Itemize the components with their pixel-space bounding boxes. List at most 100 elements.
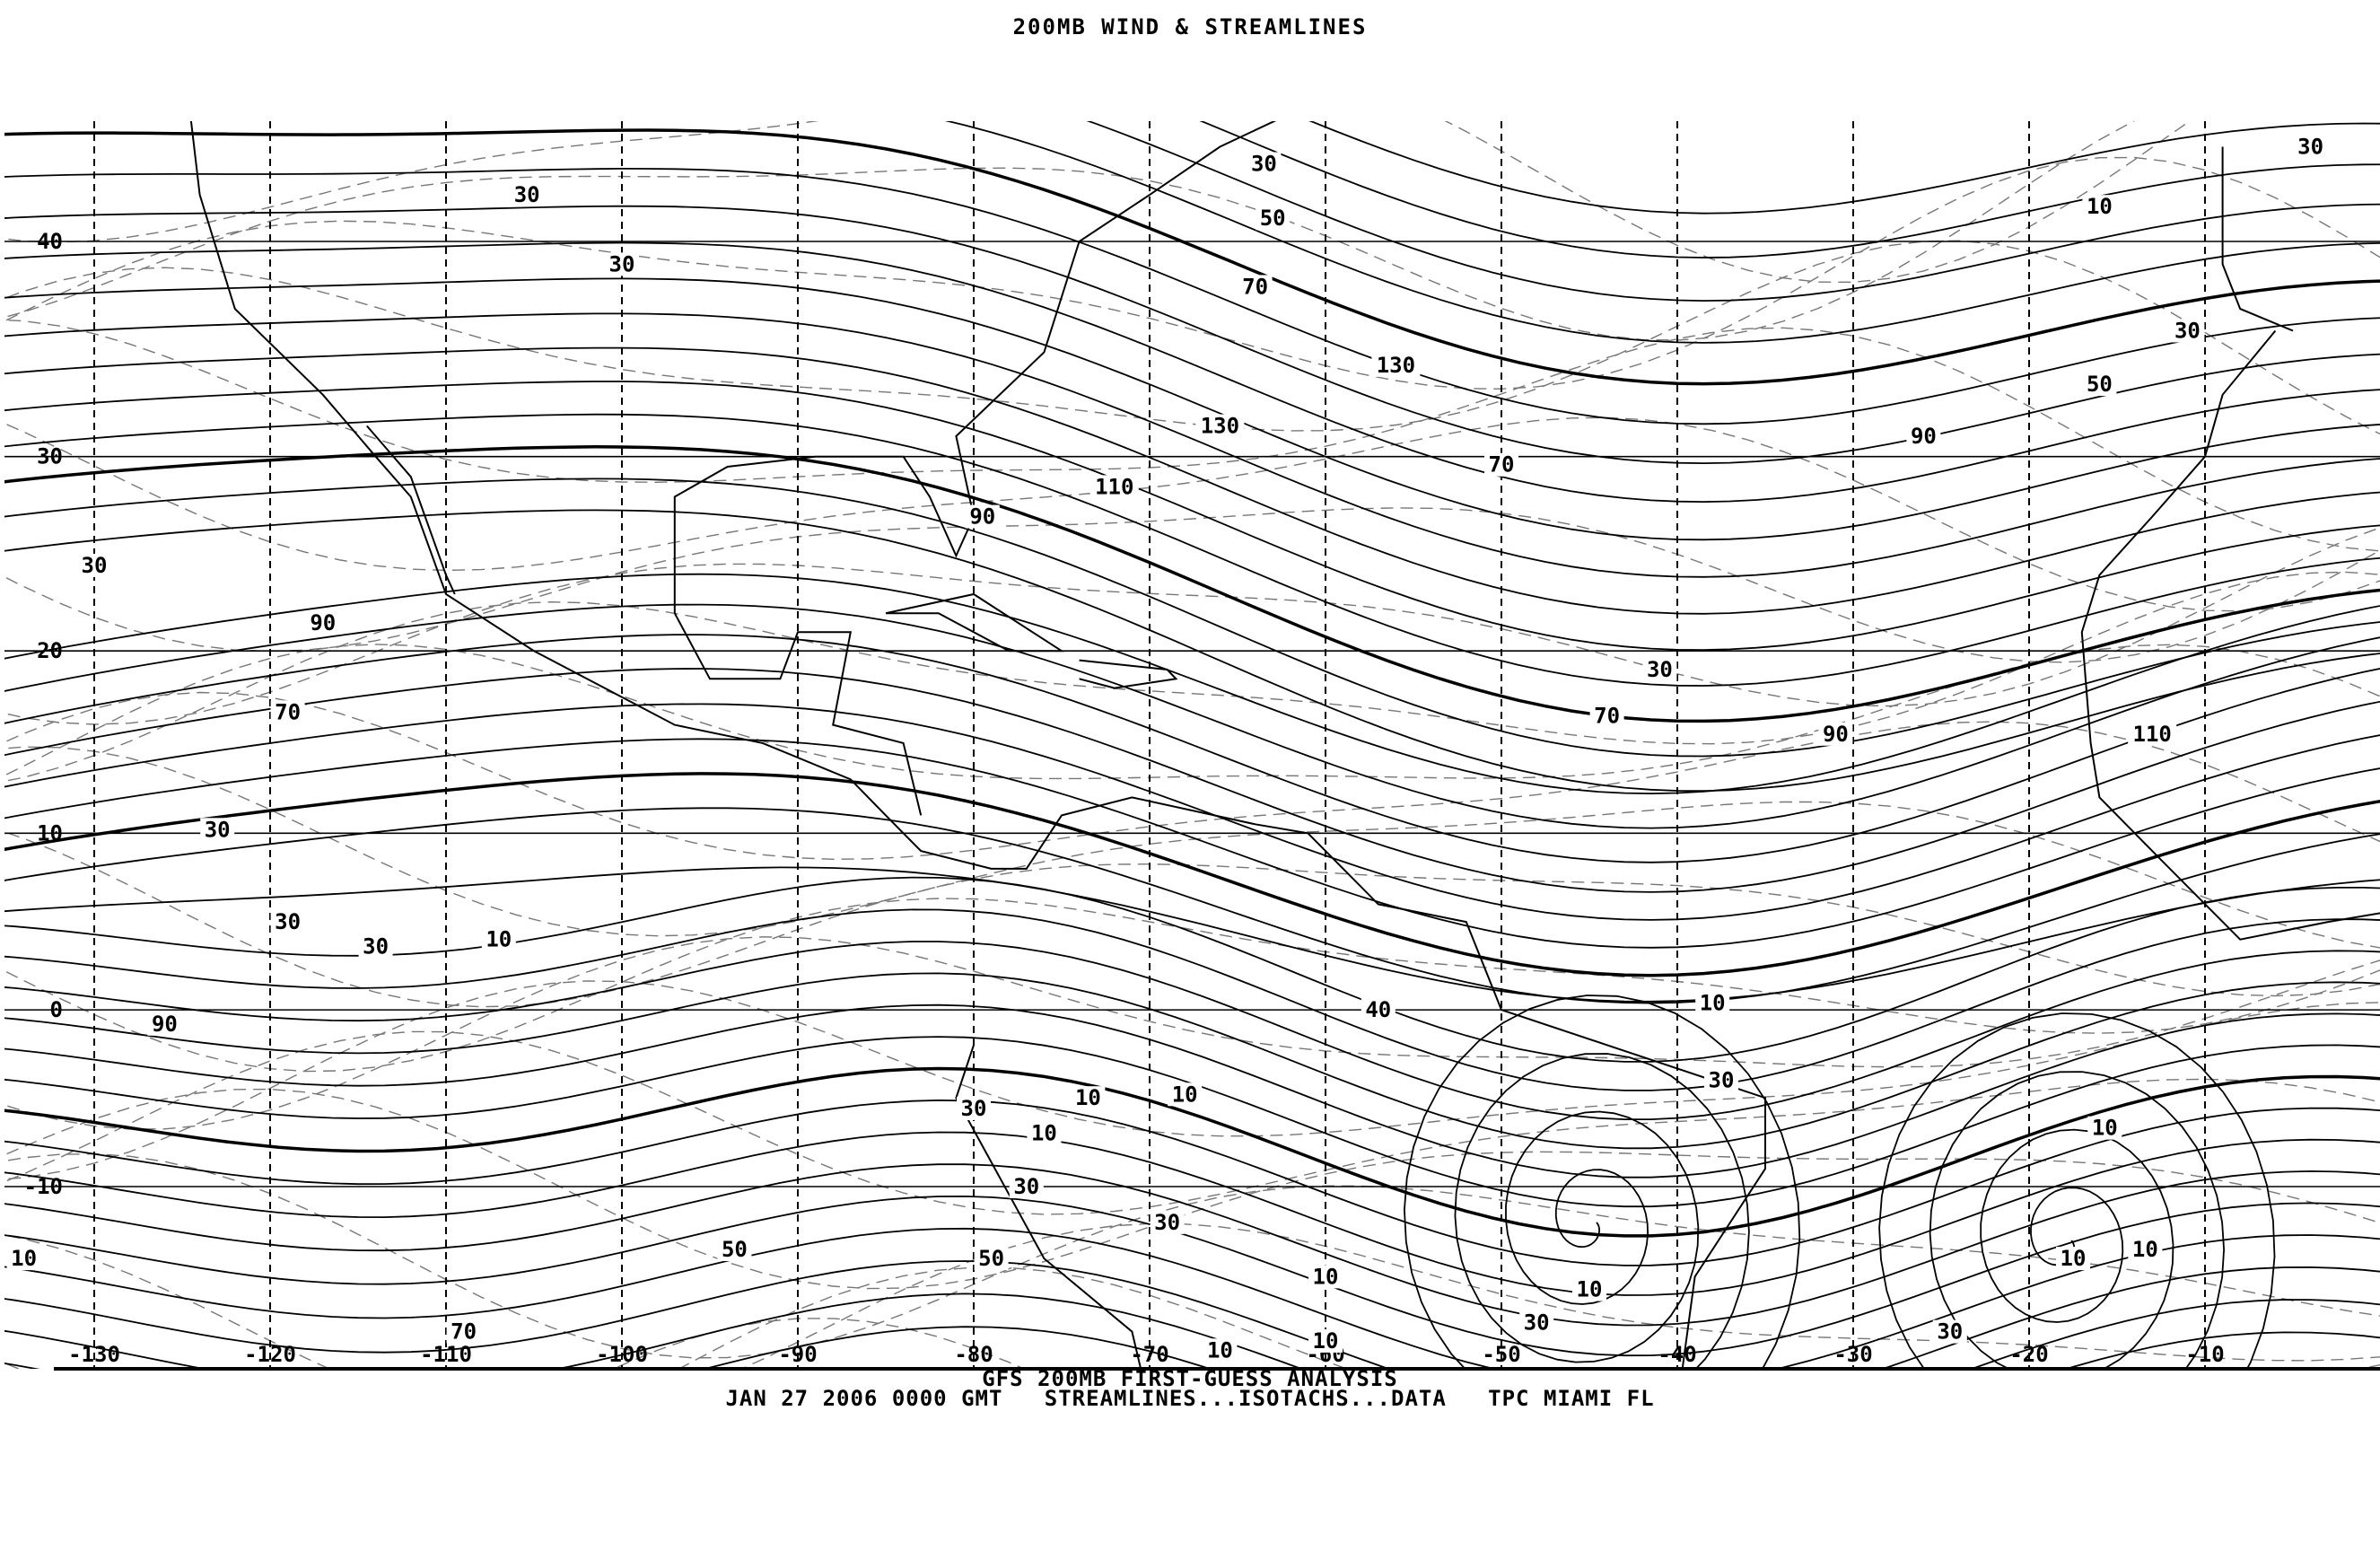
isotach-label-bg <box>1027 1121 1062 1145</box>
streamline <box>4 381 2380 652</box>
isotach-label-bg <box>1704 1068 1738 1092</box>
streamline <box>4 738 2380 949</box>
streamline <box>4 1003 2380 1179</box>
isotach-label-bg <box>605 252 639 276</box>
streamline <box>4 668 2380 893</box>
isotach-label-bg <box>965 504 1000 529</box>
isotach-label: 110 <box>2133 722 2172 747</box>
streamline <box>4 445 2380 723</box>
streamline <box>4 277 2380 541</box>
isotach-label: 70 <box>451 1319 477 1345</box>
isotach-label-bg <box>2170 319 2205 343</box>
streamline <box>4 807 2380 1004</box>
longitude-label: -90 <box>778 1342 817 1367</box>
streamline <box>4 772 2380 977</box>
latitude-label: 20 <box>37 638 63 663</box>
isotach-label: 110 <box>1095 474 1133 499</box>
isotach-label: 30 <box>1013 1174 1039 1199</box>
longitude-label: -10 <box>2185 1342 2224 1367</box>
isotach-label-bg <box>1256 206 1291 231</box>
isotach-label: 10 <box>2061 1246 2087 1271</box>
streamline <box>4 413 2380 687</box>
isotach-label: 30 <box>205 817 231 842</box>
isotach-label-bg <box>957 1096 991 1120</box>
isotach-label: 90 <box>969 504 995 530</box>
streamline <box>4 205 2380 465</box>
streamline <box>1086 121 2380 302</box>
streamline <box>4 167 2380 425</box>
isotach-label: 10 <box>1313 1264 1339 1289</box>
longitude-label: -100 <box>596 1342 648 1367</box>
streamline <box>4 866 2380 1003</box>
streamline <box>4 1066 2380 1238</box>
coastline <box>955 1044 1142 1369</box>
isotach-label: 30 <box>2297 135 2323 160</box>
cyclonic-spiral <box>1878 1012 2276 1369</box>
isotach-label: 130 <box>1377 353 1415 378</box>
isotach-label: 90 <box>310 610 336 635</box>
isotach-contour <box>4 1222 2380 1369</box>
isotach-contour <box>4 121 2192 284</box>
coastline <box>2221 146 2294 332</box>
isotach-label-bg <box>510 183 545 207</box>
isotach-label: 30 <box>1154 1210 1180 1235</box>
isotach-label-bg <box>305 610 340 635</box>
isotach-label-bg <box>1589 704 1624 728</box>
isotach-contour <box>4 121 2135 341</box>
isotach-label: 10 <box>2087 194 2113 219</box>
streamline <box>4 128 2380 386</box>
isotach-label-bg <box>200 818 235 842</box>
streamline <box>4 346 2380 615</box>
isotach-label-bg <box>147 1012 182 1036</box>
isotach-label: 70 <box>1242 274 1268 299</box>
streamline <box>4 876 2380 1063</box>
isotach-label: 30 <box>1937 1319 1963 1345</box>
isotach-label-bg <box>1071 1086 1106 1110</box>
streamline <box>4 703 2380 921</box>
coastline <box>673 612 923 816</box>
streamline <box>4 1099 2380 1266</box>
coastline <box>673 121 1277 614</box>
latitude-label: 40 <box>37 229 63 254</box>
isotach-label: 50 <box>722 1237 748 1262</box>
isotach-label: 10 <box>1577 1277 1603 1302</box>
isotach-label-bg <box>1150 1210 1185 1234</box>
isotach-label-bg <box>270 700 305 724</box>
latitude-label: 0 <box>50 997 63 1022</box>
isotach-label: 10 <box>1207 1337 1233 1363</box>
coastline <box>366 425 456 595</box>
isotach-contour <box>4 571 2380 783</box>
isotach-label-bg <box>1238 275 1273 299</box>
isotach-contour <box>4 831 2380 1008</box>
chart-title: 200MB WIND & STREAMLINES <box>1012 14 1368 39</box>
streamline <box>4 478 2380 758</box>
coastline <box>189 121 1766 1369</box>
isotach-label-bg <box>1203 1338 1238 1363</box>
isotach-label: 30 <box>2174 318 2201 343</box>
longitude-label: -70 <box>1130 1342 1168 1367</box>
isotach-contour <box>4 1030 2380 1215</box>
isotach-label: 70 <box>1594 703 1620 728</box>
cyclonic-spiral <box>1403 995 1801 1369</box>
streamline <box>4 573 2380 795</box>
isotach-label: 30 <box>363 934 389 960</box>
isotach-contour <box>4 936 2380 1130</box>
isotach-label-bg <box>1906 424 1941 448</box>
isotach-label: 10 <box>1075 1085 1101 1110</box>
isotach-label-bg <box>1308 1265 1343 1289</box>
isotach-label: 90 <box>152 1012 178 1037</box>
isotach-label: 30 <box>1524 1310 1550 1335</box>
streamline <box>4 1036 2380 1208</box>
isotach-label: 30 <box>961 1096 987 1121</box>
isotach-label: 10 <box>2092 1116 2118 1141</box>
isotach-contour <box>4 240 2380 435</box>
isotach-label-bg <box>1484 452 1518 477</box>
streamline <box>4 509 2380 793</box>
streamline <box>4 941 2380 1120</box>
isotach-label: 50 <box>978 1246 1004 1271</box>
caption-details: JAN 27 2006 0000 GMT STREAMLINES...ISOTA… <box>725 1386 1655 1411</box>
coastline <box>1079 659 1178 689</box>
isotach-contour <box>4 156 2380 390</box>
